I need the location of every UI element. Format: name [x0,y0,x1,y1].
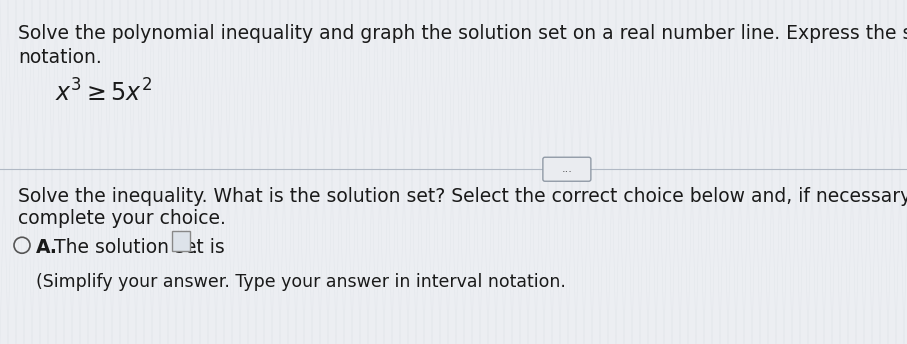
Text: ...: ... [561,164,572,174]
FancyBboxPatch shape [0,169,907,344]
Text: The solution set is: The solution set is [54,238,225,257]
Text: complete your choice.: complete your choice. [18,209,226,228]
FancyBboxPatch shape [172,231,190,251]
Text: $x^3 \geq 5x^2$: $x^3 \geq 5x^2$ [55,79,152,106]
Text: notation.: notation. [18,48,102,67]
Text: .: . [192,238,198,257]
Text: Solve the inequality. What is the solution set? Select the correct choice below : Solve the inequality. What is the soluti… [18,187,907,206]
FancyBboxPatch shape [0,0,907,169]
Text: A.: A. [36,238,58,257]
Text: Solve the polynomial inequality and graph the solution set on a real number line: Solve the polynomial inequality and grap… [18,24,907,43]
Text: (Simplify your answer. Type your answer in interval notation.: (Simplify your answer. Type your answer … [36,273,566,291]
FancyBboxPatch shape [543,157,590,181]
